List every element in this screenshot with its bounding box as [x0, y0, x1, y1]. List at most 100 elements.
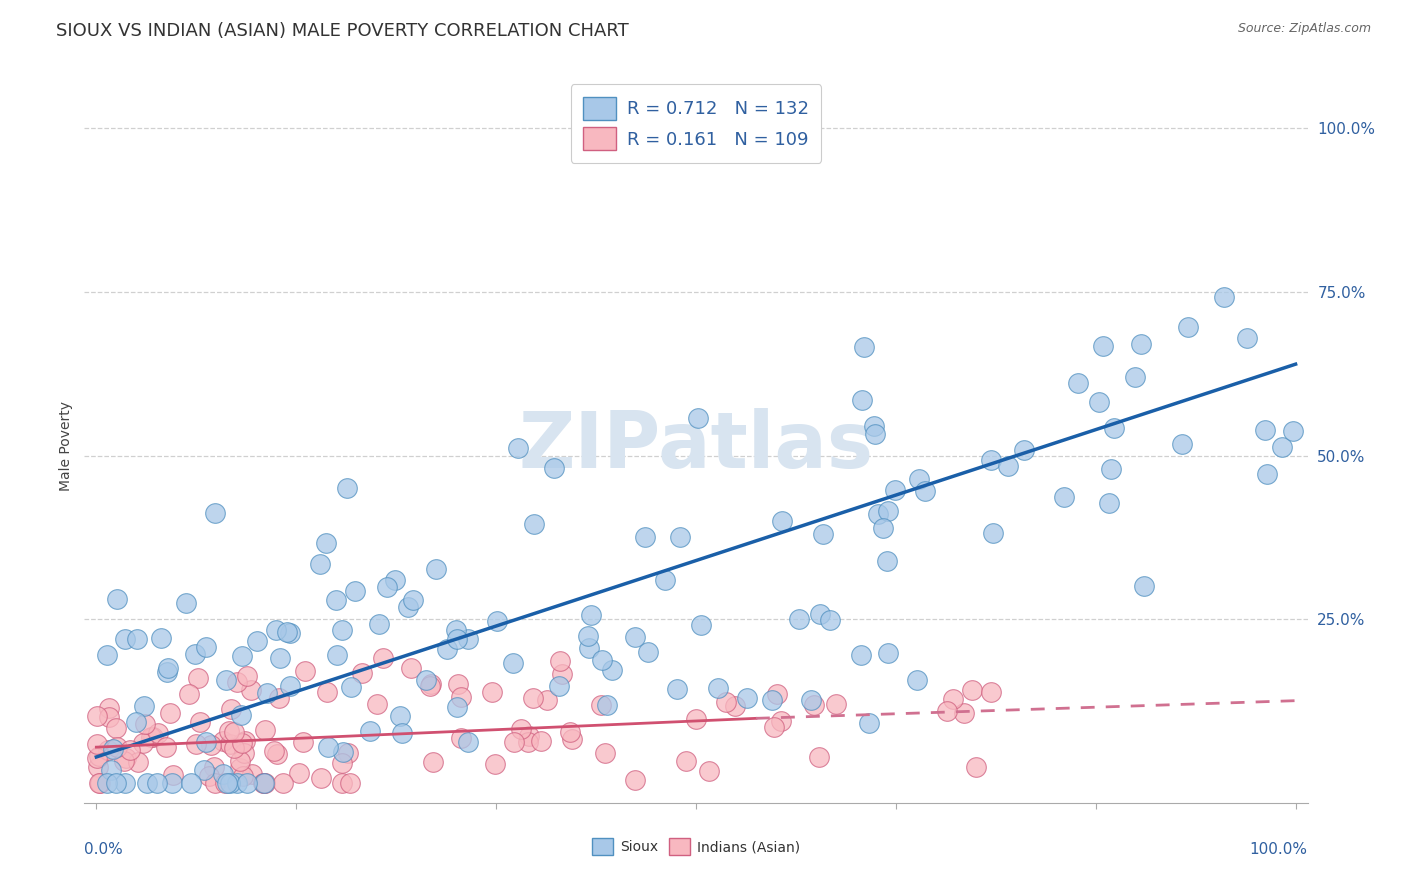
Point — [811, 526, 834, 541]
Point — [184, 647, 207, 661]
Point — [415, 673, 437, 687]
Point — [446, 699, 468, 714]
Point — [127, 755, 149, 769]
Text: ZIPatlas: ZIPatlas — [519, 408, 873, 484]
Point — [339, 776, 361, 790]
Point — [86, 708, 108, 723]
Point — [600, 663, 623, 677]
Point — [666, 682, 689, 697]
Point — [269, 651, 291, 665]
Point — [316, 740, 339, 755]
Point — [522, 690, 544, 705]
Point — [536, 692, 558, 706]
Point — [162, 767, 184, 781]
Point — [877, 504, 900, 518]
Point — [1254, 423, 1277, 437]
Point — [159, 706, 181, 721]
Point — [240, 683, 263, 698]
Point — [350, 665, 373, 680]
Point — [263, 744, 285, 758]
Point — [858, 715, 880, 730]
Point — [980, 453, 1002, 467]
Point — [315, 536, 337, 550]
Point — [215, 673, 238, 688]
Point — [104, 776, 127, 790]
Point — [444, 623, 467, 637]
Point — [316, 684, 339, 698]
Point — [266, 747, 288, 761]
Point — [89, 776, 111, 790]
Point — [87, 760, 110, 774]
Point — [446, 677, 468, 691]
Point — [278, 626, 301, 640]
Point — [112, 754, 135, 768]
Y-axis label: Male Poverty: Male Poverty — [59, 401, 73, 491]
Point — [884, 483, 907, 498]
Point — [218, 737, 240, 751]
Point — [517, 729, 540, 743]
Point — [187, 671, 209, 685]
Point — [980, 685, 1002, 699]
Point — [233, 746, 256, 760]
Point — [118, 742, 141, 756]
Point — [252, 776, 274, 790]
Point — [114, 776, 136, 790]
Point — [332, 776, 354, 790]
Point — [332, 745, 354, 759]
Point — [225, 776, 247, 790]
Point — [292, 734, 315, 748]
Point — [517, 735, 540, 749]
Point — [707, 681, 730, 695]
Point — [253, 776, 276, 790]
Point — [1236, 331, 1258, 345]
Point — [766, 687, 789, 701]
Point — [436, 641, 458, 656]
Point — [326, 648, 349, 662]
Point — [983, 525, 1005, 540]
Point — [193, 763, 215, 777]
Point — [1098, 496, 1121, 510]
Text: SIOUX VS INDIAN (ASIAN) MALE POVERTY CORRELATION CHART: SIOUX VS INDIAN (ASIAN) MALE POVERTY COR… — [56, 22, 628, 40]
Point — [770, 514, 793, 528]
Point — [253, 776, 276, 790]
Point — [543, 461, 565, 475]
Point — [125, 632, 148, 646]
Point — [450, 690, 472, 705]
Point — [502, 657, 524, 671]
Point — [97, 743, 120, 757]
Point — [156, 665, 179, 679]
Point — [800, 693, 823, 707]
Point — [211, 767, 233, 781]
Point — [1171, 436, 1194, 450]
Point — [953, 706, 976, 720]
Point — [384, 574, 406, 588]
Point — [623, 772, 645, 787]
Point — [808, 607, 831, 621]
Point — [98, 710, 121, 724]
Point — [908, 472, 931, 486]
Point — [1271, 440, 1294, 454]
Point — [253, 776, 276, 790]
Point — [818, 614, 841, 628]
Point — [368, 616, 391, 631]
Point — [89, 749, 111, 764]
Point — [1132, 579, 1154, 593]
Point — [225, 675, 247, 690]
Text: Source: ZipAtlas.com: Source: ZipAtlas.com — [1237, 22, 1371, 36]
Point — [359, 724, 381, 739]
Point — [149, 631, 172, 645]
Point — [624, 630, 647, 644]
Point — [195, 640, 218, 654]
Point — [96, 648, 118, 662]
Point — [231, 736, 253, 750]
Point — [104, 722, 127, 736]
Point — [186, 737, 208, 751]
Point — [637, 645, 659, 659]
Legend: Sioux, Indians (Asian): Sioux, Indians (Asian) — [586, 833, 806, 860]
Point — [865, 427, 887, 442]
Point — [276, 625, 298, 640]
Point — [160, 776, 183, 790]
Point — [1092, 339, 1115, 353]
Point — [375, 580, 398, 594]
Point — [863, 418, 886, 433]
